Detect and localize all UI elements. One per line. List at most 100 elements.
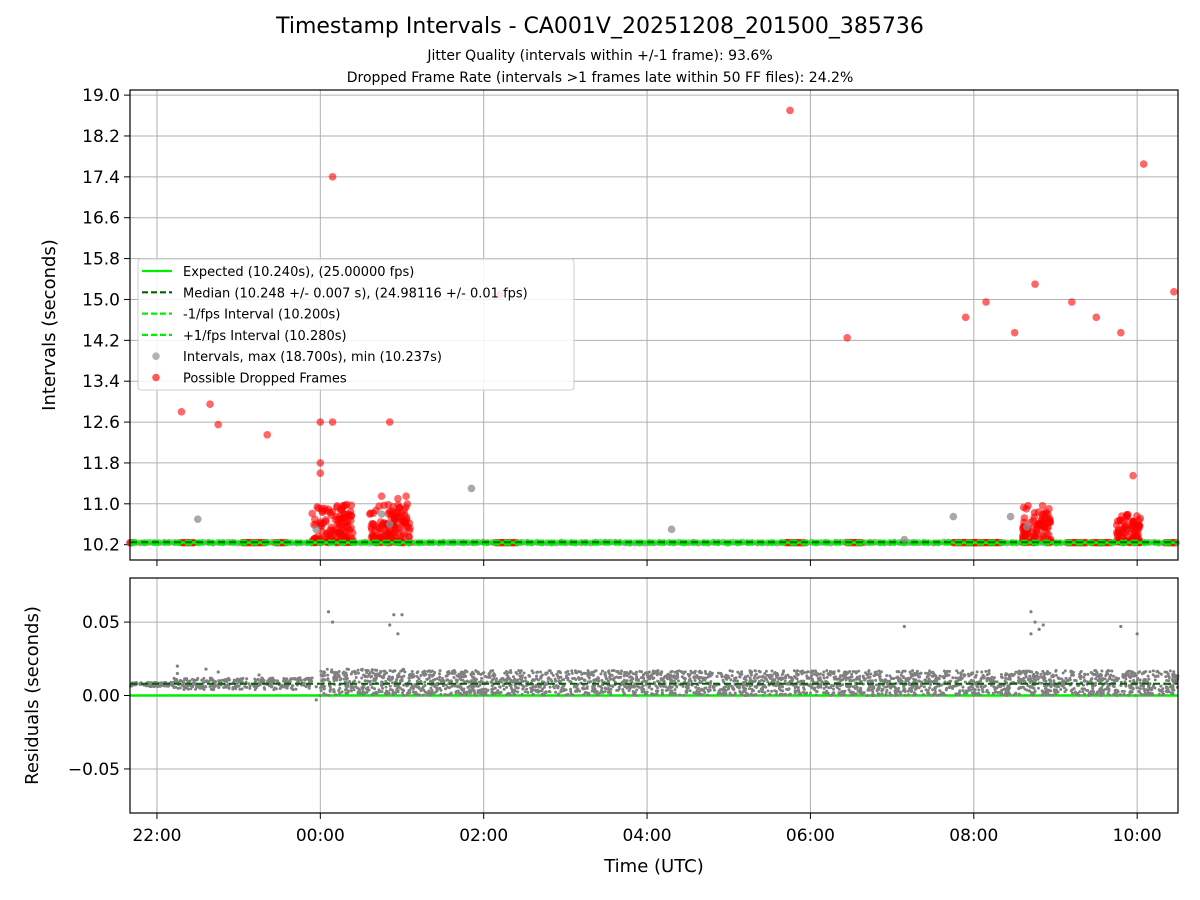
residual-point (796, 669, 800, 673)
residual-point (693, 678, 697, 682)
residual-point (245, 685, 249, 689)
residual-point (681, 684, 685, 688)
residual-point (492, 687, 496, 691)
residual-point (1122, 692, 1126, 696)
residual-point (410, 670, 414, 674)
residual-point (969, 688, 973, 692)
residual-point (1017, 692, 1021, 696)
residual-point (446, 693, 450, 697)
residual-point (772, 672, 776, 676)
residual-point (1118, 693, 1122, 697)
residual-point (1165, 678, 1169, 682)
residual-point (832, 670, 836, 674)
residual-point (945, 669, 949, 673)
residual-point (369, 683, 373, 687)
residual-point (411, 685, 415, 689)
residual-point (511, 675, 515, 679)
residual-point (388, 687, 392, 691)
residual-point (1150, 688, 1154, 692)
residual-point (688, 677, 692, 681)
residual-point (961, 689, 965, 693)
residual-point (673, 670, 677, 674)
residual-point (427, 673, 431, 677)
residual-point (935, 679, 939, 683)
residual-point (201, 685, 205, 689)
dropped-frame-point (1114, 530, 1122, 538)
residual-point (1023, 687, 1027, 691)
residual-point (381, 676, 385, 680)
residual-point (911, 669, 915, 673)
residual-point (1042, 674, 1046, 678)
interval-point (193, 515, 202, 523)
residual-point (208, 678, 212, 682)
residual-point (672, 676, 676, 680)
residual-point (1029, 610, 1033, 614)
residual-point (673, 688, 677, 692)
residual-point (180, 679, 184, 683)
residual-point (688, 689, 692, 693)
residual-point (186, 684, 190, 688)
residual-point (185, 677, 189, 681)
residual-point (744, 675, 748, 679)
residual-point (843, 689, 847, 693)
residual-point (933, 687, 937, 691)
residual-point (809, 682, 813, 686)
residual-point (1016, 679, 1020, 683)
residual-point (822, 686, 826, 690)
residual-point (646, 675, 650, 679)
residual-point (370, 686, 374, 690)
residual-point (1005, 686, 1009, 690)
residual-point (438, 675, 442, 679)
residual-point (281, 685, 285, 689)
residual-point (417, 677, 421, 681)
residual-point (380, 684, 384, 688)
residual-point (393, 684, 397, 688)
residual-point (889, 686, 893, 690)
residual-point (1093, 681, 1097, 685)
residual-point (973, 675, 977, 679)
residual-point (353, 670, 357, 674)
residual-point (459, 675, 463, 679)
legend-entry-label: +1/fps Interval (10.280s) (183, 329, 347, 344)
residual-point (796, 685, 800, 689)
residual-point (831, 691, 835, 695)
residual-point (444, 674, 448, 678)
residual-point (880, 679, 884, 683)
residual-point (530, 686, 534, 690)
dropped-frame-point (316, 469, 325, 477)
residual-point (1145, 680, 1149, 684)
residual-point (669, 685, 673, 689)
residual-point (1029, 632, 1033, 636)
residual-point (176, 686, 180, 690)
residual-point (838, 684, 842, 688)
residual-point (578, 689, 582, 693)
residual-point (857, 677, 861, 681)
residual-point (417, 687, 421, 691)
residual-point (1127, 674, 1131, 678)
residual-point (632, 685, 636, 689)
residual-point (942, 669, 946, 673)
residual-point (474, 669, 478, 673)
residual-point (552, 686, 556, 690)
residual-point (330, 668, 334, 672)
residual-point (884, 693, 888, 697)
residual-point (182, 688, 186, 692)
residual-point (1103, 677, 1107, 681)
dropped-frame-point (206, 400, 214, 408)
residual-point (534, 685, 538, 689)
residual-point (499, 680, 503, 684)
residual-point (774, 692, 778, 696)
y-tick-label: 0.05 (82, 613, 120, 633)
residual-point (928, 686, 932, 690)
residual-point (722, 687, 726, 691)
residual-point (459, 685, 463, 689)
legend-marker (152, 373, 160, 382)
dropped-frame-point (342, 518, 351, 527)
residual-point (508, 693, 512, 697)
residual-point (890, 677, 894, 681)
residual-point (478, 691, 482, 695)
residual-point (936, 684, 940, 688)
residual-point (553, 677, 557, 681)
residual-point (838, 674, 842, 678)
residual-point (851, 678, 855, 682)
